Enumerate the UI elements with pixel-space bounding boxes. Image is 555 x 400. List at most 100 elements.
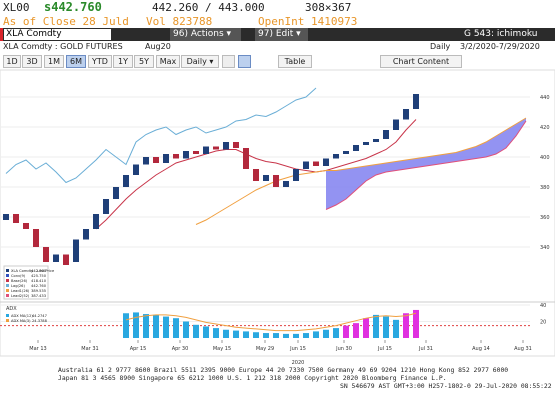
legend-value: 418.410	[31, 279, 47, 283]
legend-value: 389.535	[31, 289, 46, 293]
candle	[43, 247, 49, 262]
toolbar-button[interactable]: 5Y	[134, 55, 154, 68]
legend-swatch	[6, 284, 9, 287]
y-tick-label: 360	[540, 215, 550, 221]
candle	[293, 169, 299, 181]
size: 308×367	[305, 1, 352, 14]
legend-label: Conv(9)	[11, 274, 26, 278]
legend-value: 24.3788	[32, 319, 48, 323]
accent	[0, 28, 3, 41]
histogram-bar	[193, 324, 199, 338]
candle	[193, 151, 199, 154]
toolbar-button[interactable]: Table	[278, 55, 312, 68]
security-input[interactable]: XLA Comdty	[4, 29, 111, 40]
legend-value: 442.760	[31, 284, 47, 288]
histogram-bar	[143, 314, 149, 338]
frequency: Daily	[430, 42, 451, 51]
legend-box	[3, 265, 49, 300]
indicator-title: ADX	[6, 306, 17, 312]
y-tick-label: 420	[540, 125, 550, 131]
legend-value: 425.750	[31, 274, 47, 278]
candle	[283, 181, 289, 187]
candle	[363, 142, 369, 145]
y-tick-label: 380	[540, 185, 550, 191]
ichimoku-cloud	[326, 118, 526, 210]
x-tick-label: Aug 31	[514, 346, 532, 352]
candle	[303, 161, 309, 169]
legend-label: Base(26)	[11, 279, 28, 283]
candle	[173, 154, 179, 159]
legend-value: 44.2747	[32, 314, 47, 318]
candle	[333, 154, 339, 159]
histogram-bar	[273, 333, 279, 338]
toolbar-button[interactable]: 1M	[44, 55, 64, 68]
x-tick-label: Apr 30	[172, 346, 189, 352]
legend-swatch	[6, 274, 9, 277]
year-label: 2020	[292, 360, 305, 366]
toolbar-button[interactable]: 6M	[66, 55, 86, 68]
histogram-bar	[213, 328, 219, 338]
candle	[103, 199, 109, 214]
toolbar-button[interactable]: 1D	[3, 55, 21, 68]
actions-menu[interactable]: 96) Actions ▾	[170, 28, 241, 41]
toolbar-button[interactable]: Chart Content	[380, 55, 462, 68]
x-tick-label: Jul 15	[377, 346, 392, 352]
candle	[93, 214, 99, 229]
histogram-bar	[363, 318, 369, 338]
y-tick-label: 40	[540, 303, 546, 309]
histogram-bar	[153, 314, 159, 338]
toolbar-button[interactable]: Daily ▾	[181, 55, 219, 68]
histogram-bar	[253, 332, 259, 338]
candle	[253, 169, 259, 181]
y-tick-label: 340	[540, 245, 550, 251]
candle	[33, 229, 39, 247]
histogram-bar	[383, 316, 389, 338]
candle	[273, 175, 279, 187]
toolbar-button[interactable]: Max	[156, 55, 180, 68]
x-tick-label: Jun 30	[335, 346, 352, 352]
candle	[13, 214, 19, 223]
histogram-bar	[353, 323, 359, 338]
indicator-line	[325, 120, 527, 210]
legend-swatch	[6, 319, 9, 322]
candle	[263, 175, 269, 181]
histogram-bar	[163, 316, 169, 338]
histogram-bar	[283, 333, 289, 338]
histogram-bar	[233, 330, 239, 338]
histogram-bar	[133, 312, 139, 338]
histogram-bar	[343, 325, 349, 338]
edit-menu[interactable]: 97) Edit ▾	[255, 28, 308, 41]
legend-swatch	[6, 289, 9, 292]
candle	[383, 130, 389, 139]
legend-swatch	[6, 314, 9, 317]
histogram-bar	[403, 313, 409, 338]
toolbar-button[interactable]: 3D	[22, 55, 42, 68]
footer-line: Japan 81 3 4565 8900 Singapore 65 6212 1…	[58, 374, 447, 382]
y-tick-label: 20	[540, 320, 546, 326]
x-tick-label: Apr 15	[130, 346, 147, 352]
toolbar-button[interactable]: YTD	[88, 55, 112, 68]
candle	[243, 148, 249, 169]
candle	[83, 229, 89, 240]
bid-ask: 442.260 / 443.000	[152, 1, 265, 14]
histogram-bar	[293, 333, 299, 338]
x-tick-label: Aug 14	[472, 346, 490, 352]
x-tick-label: Mar 13	[29, 346, 46, 352]
legend-label: XLA Comdty - Last Price	[11, 269, 55, 273]
candle	[3, 214, 9, 220]
icon-button[interactable]	[222, 55, 235, 68]
histogram-bar	[243, 331, 249, 338]
contract: Aug20	[145, 42, 171, 51]
toolbar-button[interactable]: 1Y	[113, 55, 133, 68]
histogram-bar	[393, 319, 399, 338]
icon-button[interactable]	[238, 55, 251, 68]
volume: Vol 823788	[146, 15, 213, 28]
legend-label: Lead1(26)	[11, 289, 30, 293]
histogram-bar	[263, 333, 269, 338]
histogram-bar	[413, 309, 419, 338]
candle	[343, 151, 349, 154]
candle	[223, 142, 229, 150]
candle	[133, 164, 139, 175]
x-tick-label: Jun 15	[289, 346, 306, 352]
